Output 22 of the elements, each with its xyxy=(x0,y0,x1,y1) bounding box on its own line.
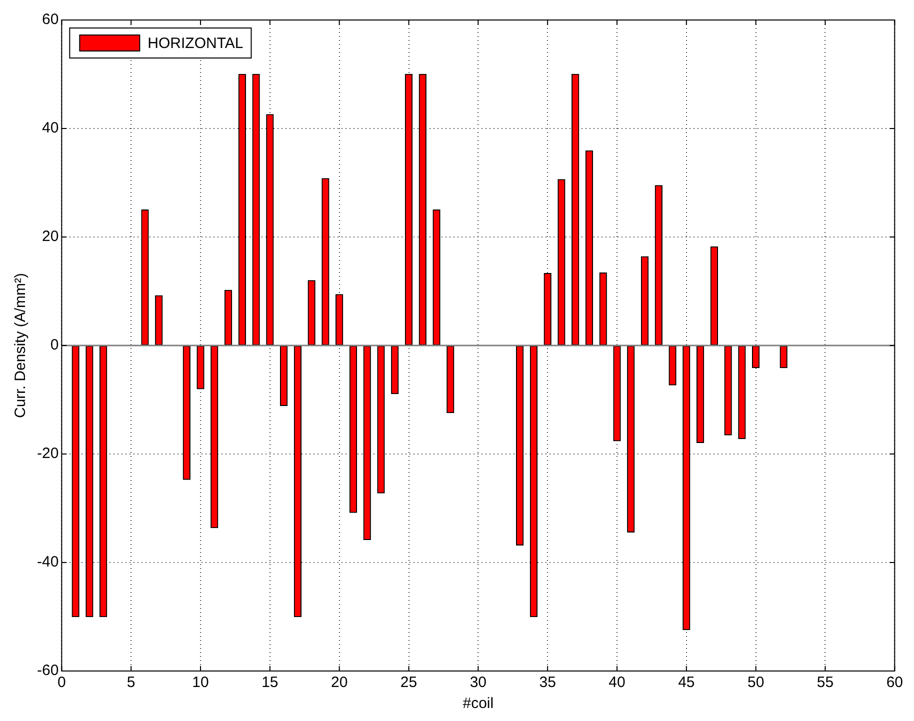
y-axis-title: Curr. Density (A/mm²) xyxy=(12,272,30,418)
y-tick-label: 20 xyxy=(42,228,59,246)
x-tick-label: 55 xyxy=(816,674,834,692)
x-tick-label: 25 xyxy=(400,674,418,692)
x-tick-label: 5 xyxy=(126,674,136,692)
x-tick-label: 45 xyxy=(678,674,695,692)
x-tick-label: 10 xyxy=(192,674,209,692)
x-tick-label: 35 xyxy=(539,674,556,692)
y-tick-label: 60 xyxy=(42,11,59,28)
y-tick-label: 0 xyxy=(50,336,59,354)
x-tick-label: 40 xyxy=(608,674,626,692)
x-tick-label: 15 xyxy=(262,674,278,692)
y-tick-label: -40 xyxy=(36,554,59,571)
y-tick-label: -20 xyxy=(36,445,59,462)
x-axis-title: #coil xyxy=(462,695,494,712)
x-tick-label: 30 xyxy=(470,674,487,692)
x-tick-label: 50 xyxy=(747,674,764,692)
x-tick-label: 60 xyxy=(886,674,903,692)
x-tick-label: 20 xyxy=(330,674,348,692)
legend-label: HORIZONTAL xyxy=(148,35,244,52)
y-tick-label: 40 xyxy=(42,120,59,137)
y-tick-label: -60 xyxy=(36,662,59,680)
